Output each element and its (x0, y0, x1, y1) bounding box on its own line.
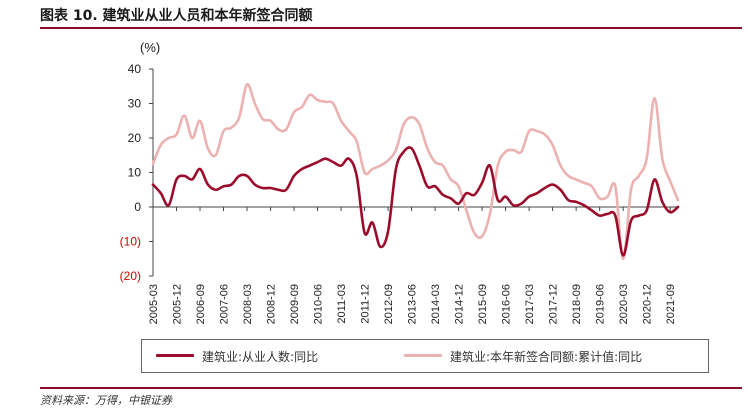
legend-label-series-2: 建筑业:本年新签合同额:累计值:同比 (450, 350, 643, 364)
chart-lines (151, 83, 680, 261)
x-tick-label: 2018-09 (571, 284, 583, 324)
x-tick-label: 2016-06 (501, 284, 513, 324)
y-tick-label: 20 (128, 131, 142, 145)
x-tick-label: 2005-03 (148, 284, 160, 324)
x-tick-label: 2017-12 (548, 284, 560, 324)
chart-axes (152, 69, 678, 276)
y-tick-label: (20) (120, 269, 141, 283)
x-tick-label: 2014-03 (430, 284, 442, 324)
y-axis-ticks: 40 30 20 10 0 (10) (20) (120, 62, 153, 283)
x-tick-label: 2014-12 (454, 284, 466, 324)
x-tick-label: 2019-06 (595, 284, 607, 324)
y-tick-label: (10) (120, 235, 141, 249)
title-rule (40, 27, 742, 29)
x-tick-label: 2011-12 (360, 284, 372, 324)
source-note: 资料来源：万得，中银证券 (40, 394, 172, 407)
x-tick-label: 2009-09 (289, 284, 301, 324)
y-tick-label: 30 (128, 97, 142, 111)
y-tick-label: 40 (128, 62, 142, 76)
figure-title: 图表 10. 建筑业从业人员和本年新签合同额 (40, 8, 313, 24)
y-tick-label: 0 (134, 200, 141, 214)
legend-swatch-series-1 (156, 354, 194, 357)
x-tick-label: 2007-06 (219, 284, 231, 324)
legend-label-series-1: 建筑业:从业人数:同比 (202, 350, 319, 364)
x-tick-label: 2008-12 (266, 284, 278, 324)
x-tick-label: 2015-09 (477, 284, 489, 324)
x-tick-label: 2020-12 (642, 284, 654, 324)
source-rule (40, 387, 742, 389)
x-tick-label: 2012-09 (383, 284, 395, 324)
x-tick-label: 2013-06 (407, 284, 419, 324)
x-tick-label: 2006-09 (195, 284, 207, 324)
x-tick-label: 2020-03 (618, 284, 630, 324)
x-axis-ticks: 2005-03 2005-12 2006-09 2007-06 2008-03 2008-… (148, 207, 677, 324)
series-line-employment-yoy (151, 146, 680, 257)
y-axis-unit-label: (%) (140, 40, 160, 55)
x-tick-label: 2011-03 (336, 284, 348, 324)
x-tick-label: 2008-03 (242, 284, 254, 324)
x-tick-label: 2010-06 (313, 284, 325, 324)
chart-legend: 建筑业:从业人数:同比 建筑业:本年新签合同额:累计值:同比 (141, 339, 709, 373)
y-tick-label: 10 (128, 166, 142, 180)
x-tick-label: 2005-12 (172, 284, 184, 324)
legend-swatch-series-2 (404, 354, 442, 357)
x-tick-label: 2021-09 (665, 284, 677, 324)
series-line-new-contracts-yoy (151, 83, 680, 261)
x-tick-label: 2017-03 (524, 284, 536, 324)
